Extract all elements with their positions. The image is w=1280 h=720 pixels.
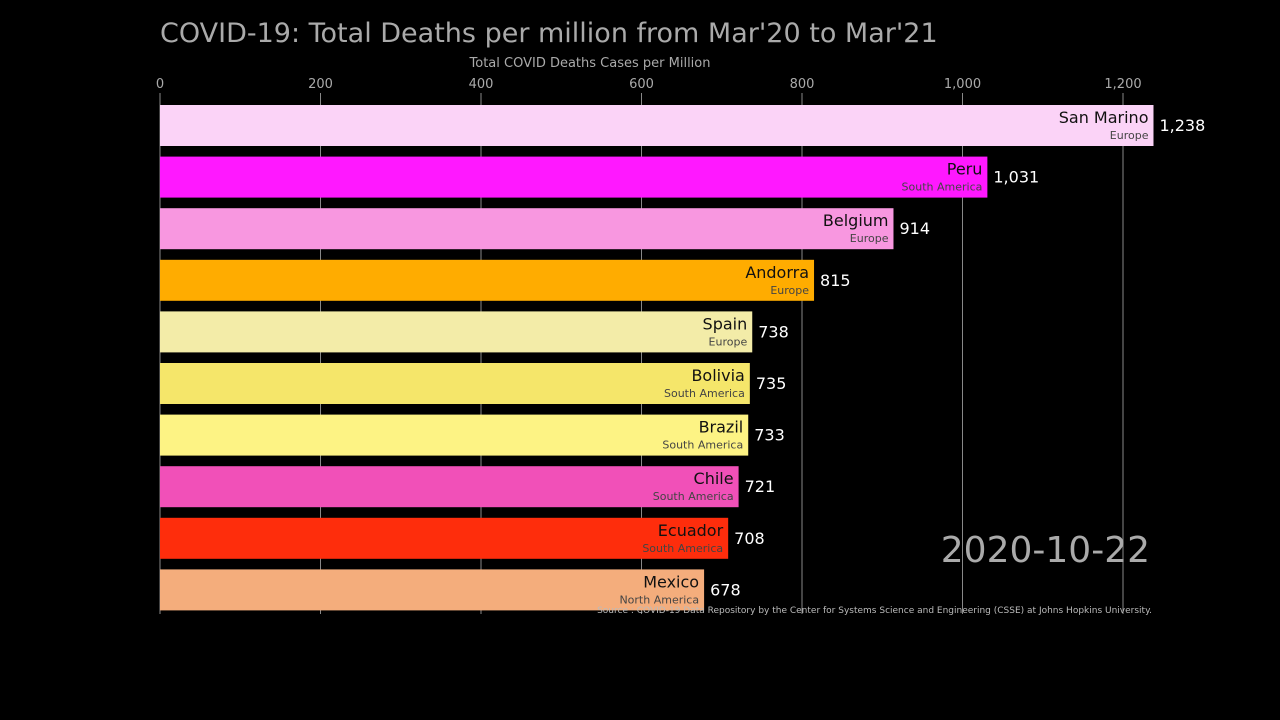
bar-mexico (160, 569, 705, 611)
continent-label: South America (902, 181, 983, 194)
source-note: Source : COVID-19 Data Repository by the… (597, 606, 1152, 616)
x-tick-label: 800 (790, 77, 815, 92)
country-label: Chile (694, 469, 734, 488)
x-axis-label: Total COVID Deaths Cases per Million (469, 56, 711, 71)
value-label: 735 (756, 374, 787, 393)
bar-chile (160, 466, 739, 508)
x-tick-label: 1,000 (944, 77, 981, 92)
country-label: Bolivia (691, 366, 744, 385)
value-label: 708 (734, 529, 765, 548)
bar-peru (160, 156, 988, 198)
continent-label: South America (662, 439, 743, 452)
continent-label: South America (653, 490, 734, 503)
x-tick-label: 400 (469, 77, 494, 92)
country-label: Spain (703, 314, 748, 333)
country-label: Belgium (823, 211, 889, 230)
continent-label: Europe (770, 284, 809, 297)
country-label: Mexico (643, 572, 699, 591)
value-label: 733 (754, 426, 785, 445)
country-label: Peru (947, 160, 983, 179)
value-label: 1,031 (993, 168, 1039, 187)
value-label: 815 (820, 271, 851, 290)
continent-label: Europe (850, 232, 889, 245)
value-label: 678 (710, 580, 741, 599)
continent-label: South America (642, 542, 723, 555)
bar-spain (160, 311, 753, 353)
x-tick-label: 600 (629, 77, 654, 92)
continent-label: North America (619, 593, 699, 606)
x-tick-label: 0 (156, 77, 164, 92)
country-label: San Marino (1059, 108, 1149, 127)
value-label: 914 (899, 219, 930, 238)
date-label: 2020-10-22 (940, 530, 1150, 571)
bar-ecuador (160, 517, 729, 559)
value-label: 1,238 (1159, 116, 1205, 135)
country-label: Ecuador (658, 521, 724, 540)
value-label: 738 (758, 322, 789, 341)
bar-belgium (160, 208, 894, 250)
continent-label: South America (664, 387, 745, 400)
x-tick-label: 1,200 (1104, 77, 1141, 92)
continent-label: Europe (1110, 129, 1149, 142)
bar-san-marino (160, 105, 1154, 146)
bar-andorra (160, 259, 815, 301)
x-tick-label: 200 (308, 77, 333, 92)
country-label: Andorra (745, 263, 809, 282)
bar-bolivia (160, 363, 750, 404)
value-label: 721 (745, 477, 776, 496)
chart-title: COVID-19: Total Deaths per million from … (160, 18, 938, 49)
bar-brazil (160, 414, 749, 456)
continent-label: Europe (709, 335, 748, 348)
country-label: Brazil (699, 418, 744, 437)
